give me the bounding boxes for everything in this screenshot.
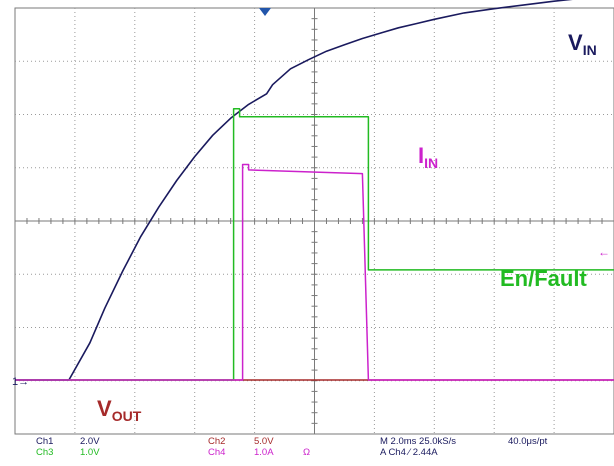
ground-marker-ch1: 1→: [12, 376, 29, 388]
ch4-scale: 1.0A: [254, 447, 274, 458]
sample-interval-readout: 40.0μs/pt: [508, 436, 548, 447]
timebase-readout: M 2.0ms 25.0kS/s: [380, 436, 457, 447]
level-marker-right: ←: [598, 245, 610, 259]
trace-en-fault: [15, 107, 614, 381]
ch1-scale: 2.0V: [80, 436, 100, 447]
marker-layer: 1→ ←: [12, 8, 610, 388]
oscilloscope-display: 1→ ← VIN IIN En/Fault VOUT: [0, 0, 614, 436]
trace-v-in: [15, 0, 573, 381]
ch2-label: Ch2: [208, 436, 226, 447]
ch2-scale: 5.0V: [254, 436, 274, 447]
label-vout: VOUT: [97, 396, 142, 424]
trace-labels: VIN IIN En/Fault VOUT: [97, 30, 597, 424]
trigger-position-marker: [259, 8, 271, 16]
ch1-label: Ch1: [36, 436, 54, 447]
graticule: [14, 7, 614, 435]
plot-background: [0, 0, 614, 436]
ch3-label: Ch3: [36, 447, 54, 458]
trace-layer: [15, 0, 614, 381]
ch3-scale: 1.0V: [80, 447, 100, 458]
label-vin: VIN: [568, 30, 597, 58]
status-bar: Ch1 2.0V Ch3 1.0V Ch2 5.0V Ch4 1.0A Ω M …: [0, 436, 614, 466]
ch4-unit: Ω: [303, 447, 311, 458]
ch4-label: Ch4: [208, 447, 226, 458]
trace-i-in: [15, 163, 614, 381]
label-iin: IIN: [418, 143, 438, 171]
trigger-readout: A Ch4 ⁄ 2.44A: [380, 447, 438, 458]
label-en-fault: En/Fault: [500, 266, 587, 291]
